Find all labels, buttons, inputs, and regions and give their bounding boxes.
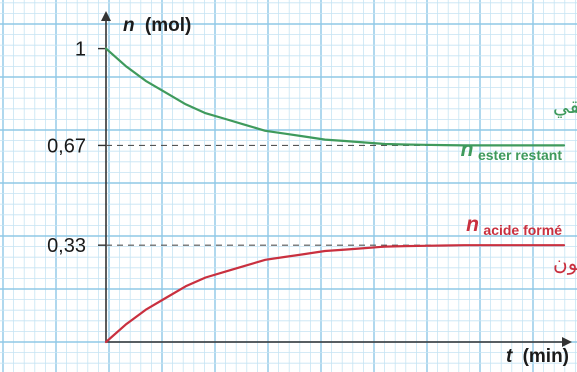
y-axis-label: n (mol): [123, 15, 191, 36]
x-axis-variable: t: [506, 346, 513, 367]
y-axis-arrow: [101, 11, 111, 21]
acid-curve: [104, 244, 566, 344]
x-axis-label: t (min): [506, 346, 569, 367]
series-lines: [104, 47, 566, 344]
y-tick-label: 0,67: [47, 135, 86, 157]
acid-series-variable: n: [466, 213, 479, 236]
acid-series-arabic-label: الحمض المتكون: [553, 253, 577, 275]
ester-series-subscript: ester restant: [478, 147, 562, 163]
acid-series-subscript: acide formé: [483, 222, 562, 238]
y-tick-label: 0,33: [47, 235, 86, 257]
ester-curve: [104, 47, 566, 147]
axes: [101, 11, 572, 347]
ester-series-arabic-label: الإستر المتبقي: [553, 96, 577, 119]
ester-series-label: n ester restant: [461, 138, 563, 163]
x-axis-arrow: [562, 337, 572, 347]
y-axis-variable: n: [123, 15, 135, 36]
y-tick-label: 1: [75, 39, 86, 61]
y-axis-unit: (mol): [145, 15, 191, 36]
x-axis-unit: (min): [523, 346, 569, 367]
acid-series-label: n acide formé: [466, 213, 562, 238]
y-tick-labels: 1 0,67 0,33: [47, 39, 106, 257]
ester-series-variable: n: [461, 138, 474, 161]
